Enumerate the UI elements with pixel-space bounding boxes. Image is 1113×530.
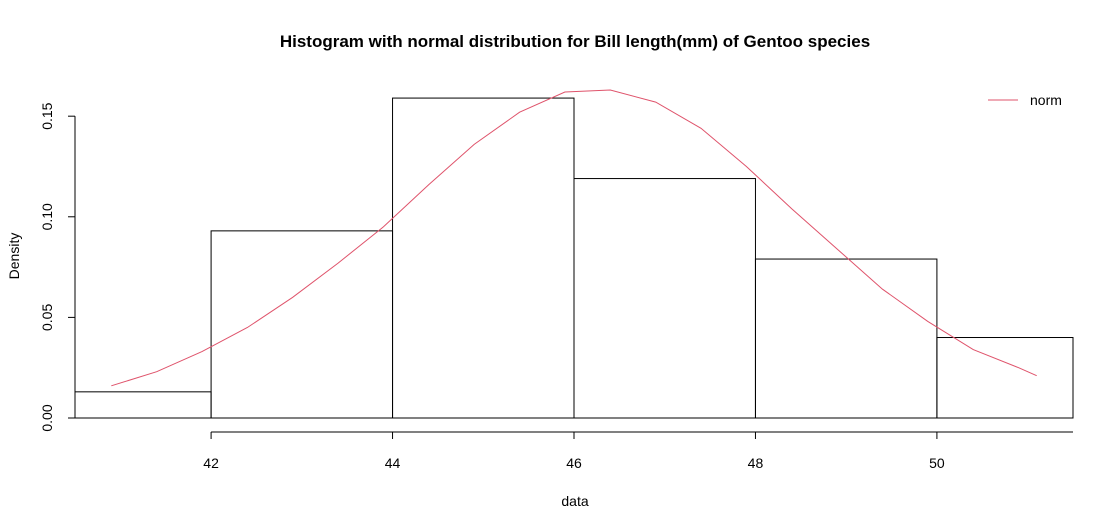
x-tick-label: 50 (929, 455, 945, 471)
histogram-bar-5 (754, 258, 938, 419)
y-tick-label: 0.15 (39, 102, 55, 129)
legend-label-norm: norm (1030, 92, 1062, 108)
histogram-bar-2 (210, 230, 394, 419)
y-tick-label: 0.05 (39, 304, 55, 331)
histogram-bar-1 (74, 391, 212, 419)
y-axis-label: Density (6, 233, 22, 280)
normal-curve-layer (111, 89, 1037, 387)
x-tick-label: 46 (566, 455, 582, 471)
normal-curve-line (111, 89, 1037, 387)
histogram-bars (74, 97, 1074, 419)
y-tick-label: 0.00 (39, 404, 55, 431)
histogram-bar-6 (936, 337, 1074, 419)
x-axis-label: data (561, 493, 588, 509)
x-tick-label: 44 (385, 455, 401, 471)
histogram-bar-4 (573, 178, 756, 419)
chart-title: Histogram with normal distribution for B… (280, 32, 870, 51)
x-tick-label: 48 (748, 455, 764, 471)
x-tick-label: 42 (203, 455, 219, 471)
y-tick-label: 0.10 (39, 203, 55, 230)
axes-layer: 0.00 0.05 0.10 0.15 42 44 46 48 50 (39, 102, 1073, 471)
histogram-bar-3 (392, 97, 575, 419)
legend: norm (988, 92, 1062, 108)
